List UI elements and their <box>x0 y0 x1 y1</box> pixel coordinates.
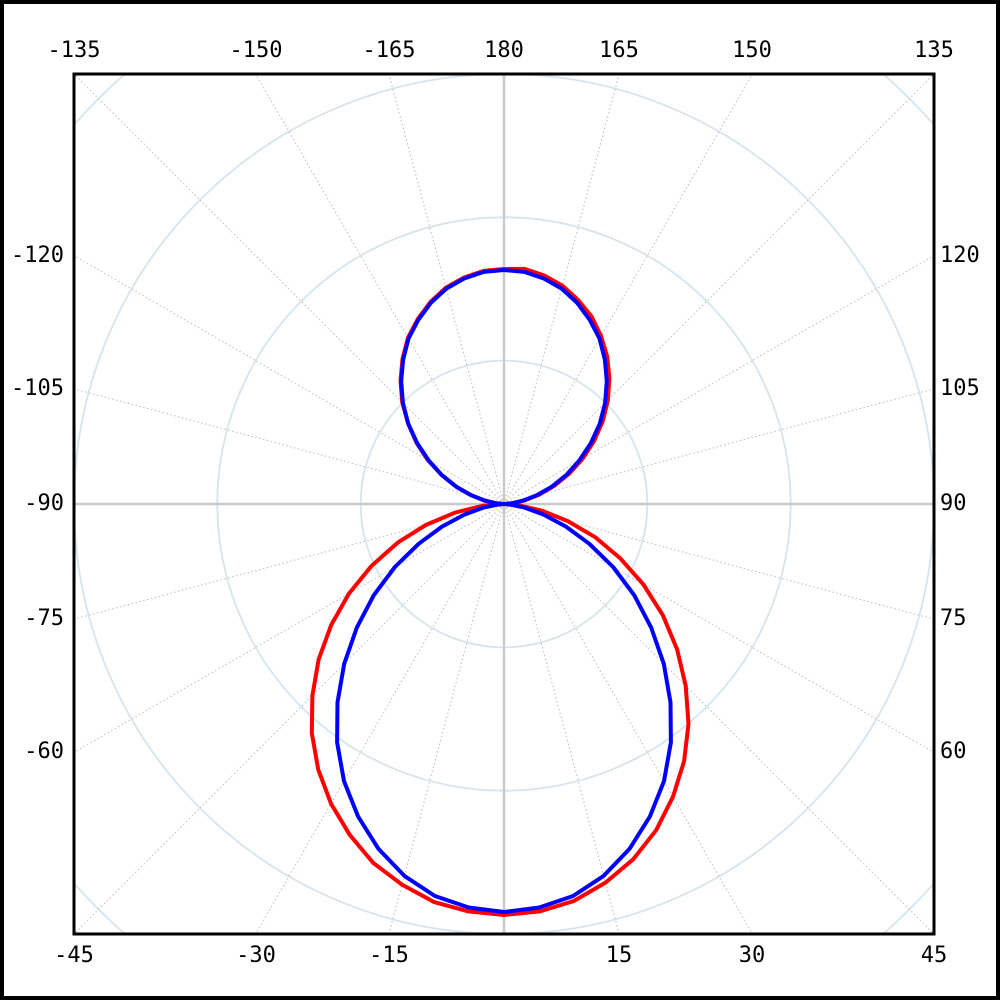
angle-label-150: 150 <box>732 38 772 63</box>
radial-grid-line <box>74 74 505 505</box>
radial-grid-line <box>503 503 934 753</box>
radial-grid-line <box>255 503 505 934</box>
angle-label--60: -60 <box>24 739 64 764</box>
polar-chart <box>72 72 936 936</box>
angle-label-165: 165 <box>599 38 639 63</box>
angle-label-30: 30 <box>738 943 766 968</box>
angle-label-105: 105 <box>940 376 980 401</box>
radial-grid-line <box>74 255 505 505</box>
radial-grid-line <box>503 503 753 934</box>
plot-border <box>72 72 936 936</box>
angle-label-90: 90 <box>940 491 967 516</box>
angle-label--30: -30 <box>236 943 276 968</box>
blue-curve <box>335 268 673 914</box>
radial-grid-line <box>503 388 934 505</box>
radial-grid-line <box>388 503 505 934</box>
angle-label-75: 75 <box>940 606 967 631</box>
angle-label-60: 60 <box>940 739 967 764</box>
angle-label-180: 180 <box>484 38 524 63</box>
angle-label-15: 15 <box>605 943 633 968</box>
radial-grid-line <box>503 255 934 505</box>
angle-label--150: -150 <box>229 38 283 63</box>
radial-grid-line <box>74 388 505 505</box>
angle-label--45: -45 <box>54 943 94 968</box>
radial-grid-line <box>255 74 505 505</box>
angle-label--135: -135 <box>47 38 101 63</box>
angle-label--90: -90 <box>24 491 64 516</box>
angle-label--120: -120 <box>11 243 64 268</box>
angle-label--15: -15 <box>369 943 409 968</box>
angle-label-120: 120 <box>940 243 980 268</box>
radial-grid-line <box>74 503 505 753</box>
radial-grid-line <box>503 74 934 505</box>
radial-grid-line <box>503 74 753 505</box>
angle-label--105: -105 <box>11 376 64 401</box>
angle-label--165: -165 <box>362 38 416 63</box>
radial-grid-line <box>503 503 934 934</box>
radial-grid-line <box>503 503 934 620</box>
radial-grid-line <box>74 503 505 620</box>
radial-grid-line <box>74 503 505 934</box>
angle-label-135: 135 <box>914 38 954 63</box>
intensity-curves <box>309 266 691 917</box>
radial-grid-line <box>503 503 620 934</box>
angle-label--75: -75 <box>24 606 64 631</box>
angle-label-45: 45 <box>920 943 948 968</box>
radial-grid-line <box>388 74 505 505</box>
radial-grid-lines <box>74 74 934 934</box>
radial-grid-line <box>503 74 620 505</box>
